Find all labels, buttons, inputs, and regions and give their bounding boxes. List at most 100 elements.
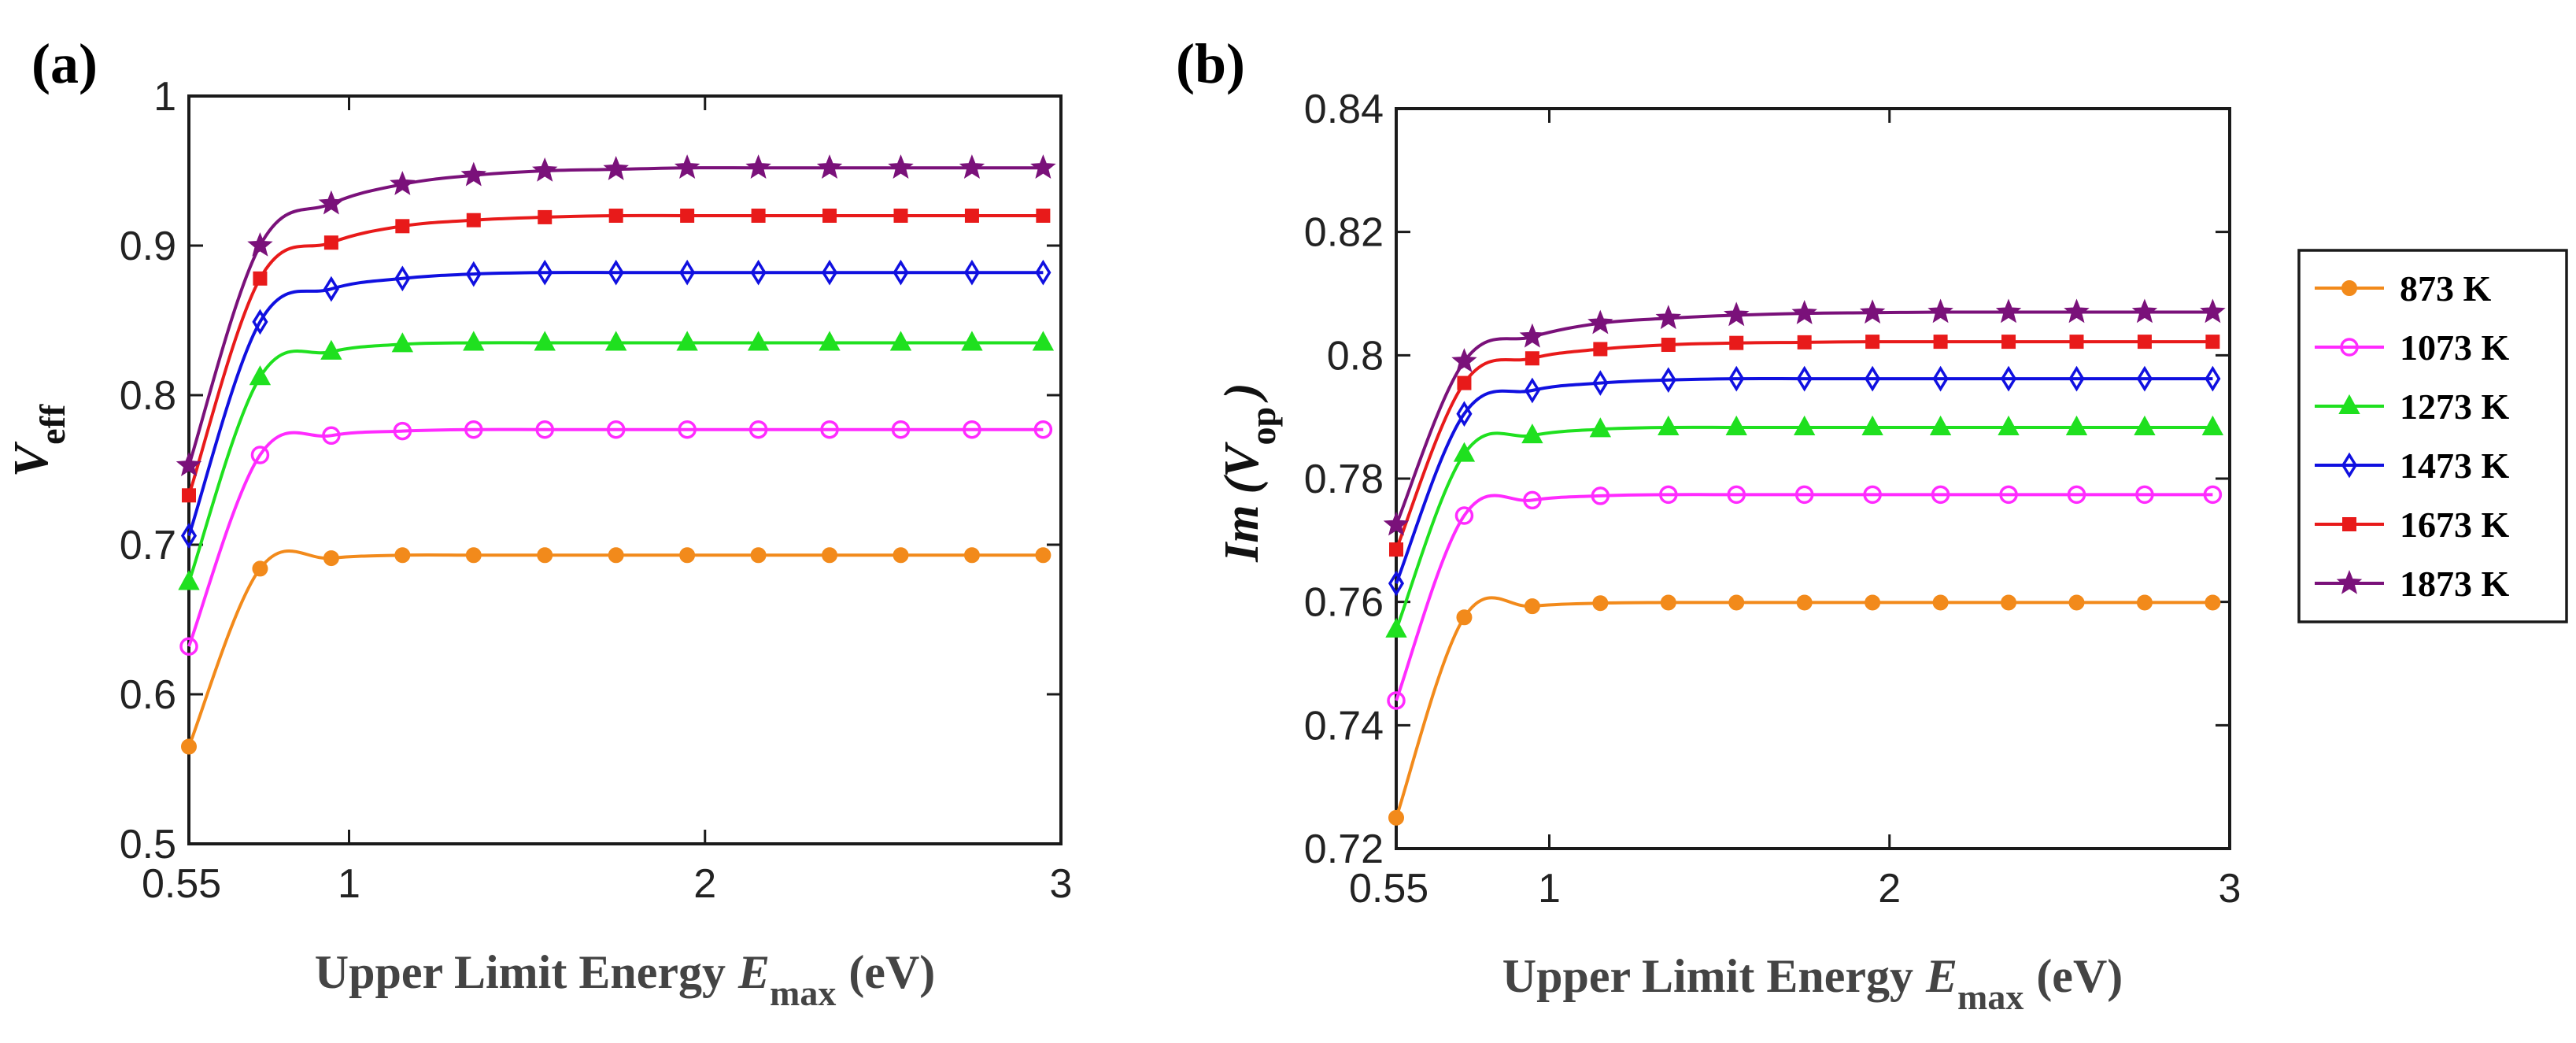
x-tick-label: 2	[1878, 866, 1901, 912]
legend-marker	[2338, 394, 2360, 414]
data-point	[2134, 415, 2156, 435]
data-point	[323, 550, 339, 567]
data-point	[182, 488, 196, 503]
data-point	[2131, 298, 2158, 324]
data-point	[538, 209, 553, 224]
data-point	[1791, 300, 1817, 324]
data-point	[2065, 415, 2088, 435]
data-point	[2205, 594, 2221, 611]
data-point	[1523, 490, 1542, 510]
legend-entry: 873 K	[2315, 268, 2492, 309]
series-1673-k	[1389, 335, 2220, 557]
data-point	[1456, 609, 1473, 626]
y-axis-title-sub: op	[1243, 407, 1283, 446]
data-point	[2135, 485, 2154, 505]
series-line	[187, 271, 1044, 537]
series-1273-k	[178, 331, 1055, 590]
series-1073-k	[179, 420, 1053, 656]
legend-label: 1873 K	[2400, 564, 2510, 604]
data-point	[1998, 415, 2020, 435]
y-tick-label: 0.8	[1327, 333, 1384, 379]
y-tick-label: 1	[153, 74, 176, 120]
data-point	[390, 171, 416, 195]
data-point	[250, 446, 270, 464]
data-point	[2000, 365, 2017, 392]
data-point	[750, 547, 767, 564]
data-point	[2205, 365, 2221, 392]
y-tick-label: 0.76	[1304, 580, 1384, 626]
data-point	[535, 420, 554, 439]
data-point	[2068, 365, 2085, 392]
x-axis-title-var: E	[737, 946, 770, 998]
data-point	[750, 259, 767, 286]
data-point	[1385, 617, 1407, 638]
data-point	[1524, 598, 1540, 615]
data-point	[1035, 547, 1051, 564]
legend-label: 873 K	[2400, 268, 2492, 309]
panel-label: (b)	[1176, 32, 1245, 95]
data-point	[680, 209, 695, 223]
data-point	[819, 331, 841, 351]
legend: 873 K 1073 K 1273 K 1473 K 1673 K 1873 K	[2297, 249, 2568, 623]
y-tick-label: 0.72	[1304, 827, 1384, 872]
series-line	[187, 427, 1044, 647]
data-point	[1727, 485, 1746, 505]
data-point	[605, 331, 627, 351]
data-point	[1591, 486, 1610, 505]
data-point	[252, 309, 268, 335]
data-point	[678, 420, 697, 439]
data-point	[1388, 809, 1404, 826]
data-point	[1658, 415, 1680, 435]
y-axis-title-var: V	[1215, 442, 1269, 478]
data-point	[608, 547, 624, 564]
data-point	[178, 570, 200, 590]
data-point	[1033, 420, 1053, 439]
legend-entry: 1873 K	[2315, 564, 2510, 604]
series-1473-k	[1388, 365, 2221, 597]
series-line	[187, 549, 1044, 748]
data-point	[2203, 485, 2223, 505]
panel-label: (a)	[31, 32, 98, 95]
data-point	[822, 547, 838, 564]
data-point	[1859, 299, 1886, 324]
data-point	[1525, 351, 1539, 366]
data-point	[460, 161, 487, 187]
data-point	[464, 420, 483, 439]
data-point	[889, 331, 912, 351]
data-point	[748, 420, 768, 439]
plot-frame	[1395, 107, 2231, 850]
data-point	[323, 276, 339, 302]
series-line	[187, 341, 1044, 583]
data-point	[888, 154, 914, 179]
x-axis-title-unit: (eV)	[848, 946, 935, 998]
data-point	[1030, 154, 1056, 179]
x-axis-title-unit: (eV)	[2036, 950, 2123, 1002]
chart-panel-a: 0.5 0.6 0.7 0.8 0.9 1 0.55 1 2 3 (a) Upper Limit En…	[5, 32, 1072, 1013]
data-point	[821, 259, 838, 286]
legend-marker	[2336, 569, 2363, 594]
legend-label: 1073 K	[2400, 327, 2510, 368]
data-point	[391, 332, 414, 353]
data-point	[1927, 298, 1953, 324]
data-point	[1655, 305, 1682, 330]
legend-label: 1473 K	[2400, 446, 2510, 486]
data-point	[1865, 365, 1881, 392]
x-tick-label: 3	[2219, 866, 2242, 912]
data-point	[1035, 259, 1051, 286]
series-1073-k	[1387, 485, 2223, 710]
data-point	[180, 523, 198, 549]
data-point	[1587, 309, 1613, 335]
data-point	[394, 265, 411, 292]
data-point	[1861, 415, 1883, 435]
x-axis-title-sub: max	[1957, 977, 2023, 1017]
data-point	[608, 259, 624, 286]
data-point	[249, 365, 272, 386]
x-tick-label: 1	[1538, 866, 1561, 912]
data-point	[822, 209, 837, 223]
data-point	[1931, 485, 1950, 505]
data-point	[1932, 365, 1949, 392]
data-point	[893, 259, 909, 286]
data-point	[1728, 365, 1745, 392]
data-point	[2001, 335, 2016, 350]
data-point	[891, 420, 911, 439]
